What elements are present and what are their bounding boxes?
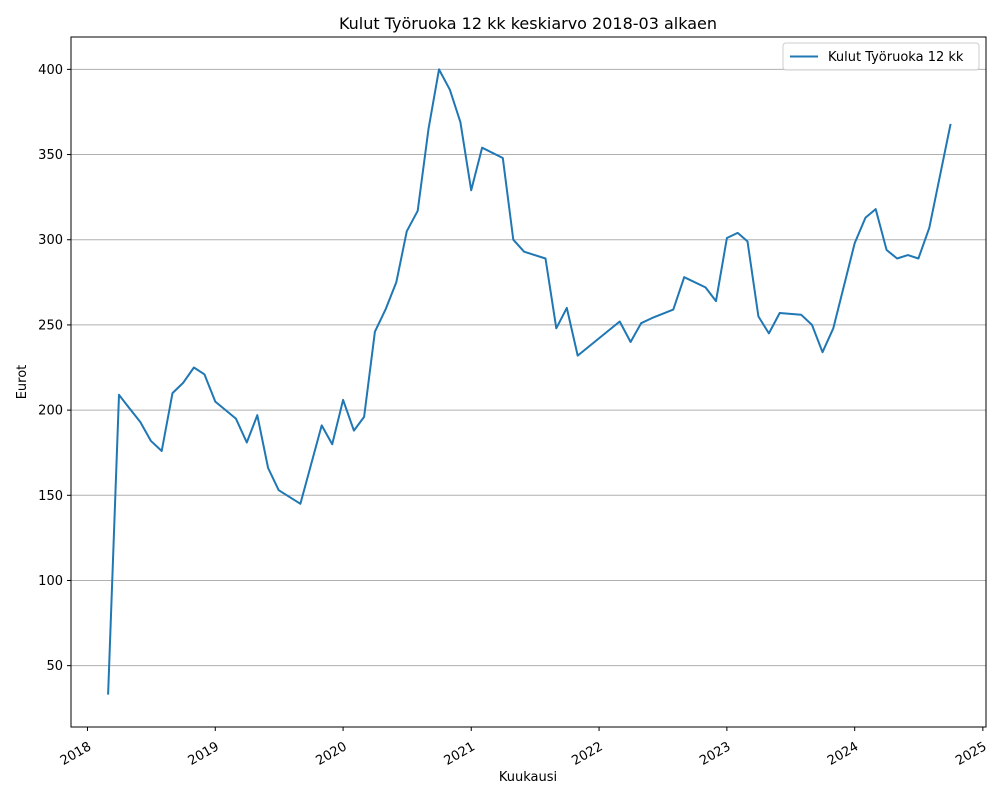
legend: Kulut Työruoka 12 kk xyxy=(782,42,980,71)
y-tick-label: 100 xyxy=(38,574,63,589)
y-tick-label: 150 xyxy=(38,489,63,504)
y-tick-label: 300 xyxy=(38,233,63,248)
y-tick-label: 400 xyxy=(38,63,63,78)
grid-lines xyxy=(71,68,986,667)
series-layer xyxy=(107,68,952,695)
plot-frame xyxy=(70,36,987,728)
y-tick-label: 200 xyxy=(38,404,63,419)
legend-box xyxy=(782,42,980,71)
y-axis-ticks: 50 100 150 200 250 300 350 400 xyxy=(38,63,71,674)
chart-title: Kulut Työruoka 12 kk keskiarvo 2018-03 a… xyxy=(339,14,717,33)
y-tick-label: 50 xyxy=(46,659,63,674)
series-line xyxy=(107,68,952,695)
y-tick-label: 250 xyxy=(38,318,63,333)
y-tick-label: 350 xyxy=(38,148,63,163)
x-axis-label: Kuukausi xyxy=(499,770,557,785)
y-axis-label: Eurot xyxy=(15,365,30,400)
legend-label: Kulut Työruoka 12 kk xyxy=(828,50,964,65)
